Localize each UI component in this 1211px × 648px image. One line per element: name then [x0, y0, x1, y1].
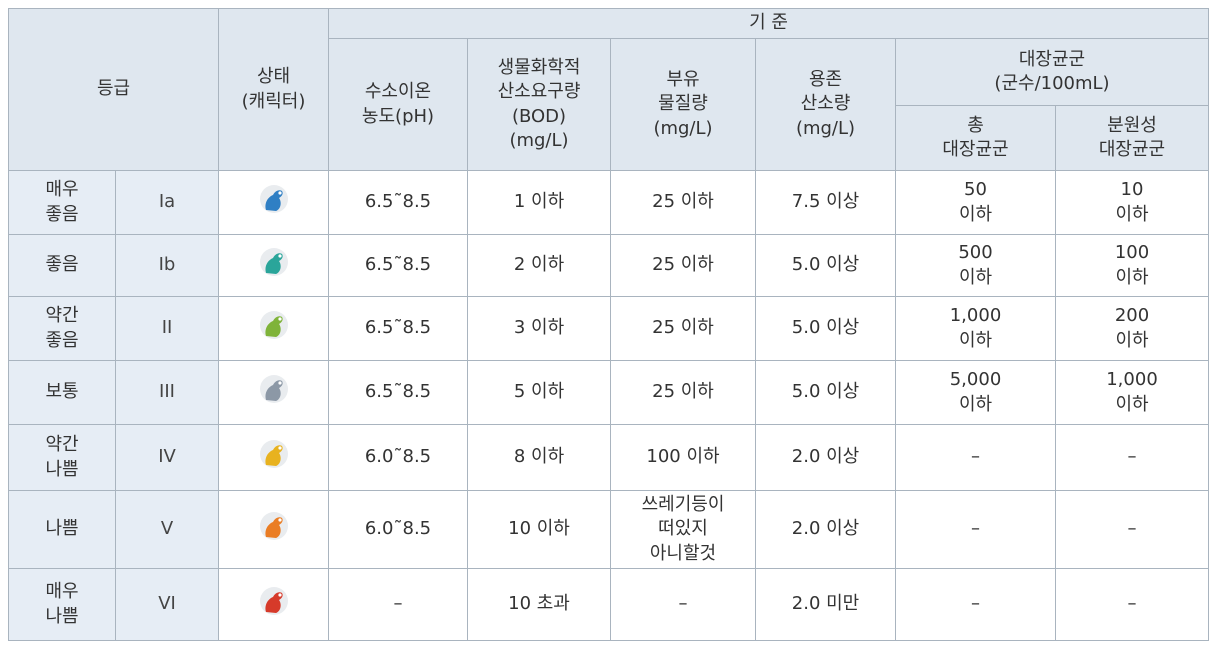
- cell: 5.0 이상: [756, 361, 896, 425]
- character-icon: [258, 438, 290, 470]
- cell: 약간 좋음: [9, 297, 116, 361]
- cell: 10 이하: [1056, 171, 1209, 235]
- cell: –: [329, 569, 468, 641]
- icon-cell: [219, 171, 329, 235]
- character-icon: [258, 246, 290, 278]
- cell: –: [1056, 569, 1209, 641]
- cell: 10 초과: [468, 569, 611, 641]
- cell: 100 이하: [611, 425, 756, 491]
- cell: 200 이하: [1056, 297, 1209, 361]
- cell: –: [611, 569, 756, 641]
- table-body: 등급 상태 (캐릭터) 기 준 수소이온 농도(pH) 생물화학적 산소요구량 …: [9, 9, 1209, 641]
- header-row: 등급 상태 (캐릭터) 기 준: [9, 9, 1209, 39]
- page: 등급 상태 (캐릭터) 기 준 수소이온 농도(pH) 생물화학적 산소요구량 …: [0, 0, 1211, 648]
- cell: –: [896, 569, 1056, 641]
- icon-eye: [278, 381, 281, 384]
- cell: 보통: [9, 361, 116, 425]
- header-cell: 상태 (캐릭터): [219, 9, 329, 171]
- character-icon: [258, 373, 290, 405]
- cell: IV: [116, 425, 219, 491]
- cell: –: [1056, 425, 1209, 491]
- cell: 7.5 이상: [756, 171, 896, 235]
- cell: –: [1056, 491, 1209, 569]
- cell: 6.5˜8.5: [329, 171, 468, 235]
- header-cell: 총 대장균군: [896, 106, 1056, 171]
- cell: 쓰레기등이 떠있지 아니할것: [611, 491, 756, 569]
- icon-eye: [278, 518, 281, 521]
- header-cell: 생물화학적 산소요구량 (BOD) (mg/L): [468, 39, 611, 171]
- cell: 6.5˜8.5: [329, 235, 468, 297]
- cell: 5.0 이상: [756, 297, 896, 361]
- icon-cell: [219, 491, 329, 569]
- cell: 25 이하: [611, 361, 756, 425]
- cell: 매우 나쁨: [9, 569, 116, 641]
- cell: 2.0 이상: [756, 425, 896, 491]
- cell: II: [116, 297, 219, 361]
- icon-cell: [219, 297, 329, 361]
- cell: 6.5˜8.5: [329, 297, 468, 361]
- cell: 25 이하: [611, 235, 756, 297]
- cell: 5.0 이상: [756, 235, 896, 297]
- cell: 25 이하: [611, 171, 756, 235]
- cell: 6.0˜8.5: [329, 425, 468, 491]
- character-icon: [258, 585, 290, 617]
- cell: 2.0 미만: [756, 569, 896, 641]
- icon-cell: [219, 569, 329, 641]
- cell: 10 이하: [468, 491, 611, 569]
- header-cell: 대장균군 (군수/100mL): [896, 39, 1209, 106]
- cell: V: [116, 491, 219, 569]
- cell: 25 이하: [611, 297, 756, 361]
- cell: –: [896, 491, 1056, 569]
- cell: 5,000 이하: [896, 361, 1056, 425]
- character-icon: [258, 183, 290, 215]
- character-icon: [258, 309, 290, 341]
- icon-eye: [278, 191, 281, 194]
- cell: 좋음: [9, 235, 116, 297]
- icon-cell: [219, 235, 329, 297]
- cell: Ia: [116, 171, 219, 235]
- cell: 나쁨: [9, 491, 116, 569]
- cell: Ib: [116, 235, 219, 297]
- cell: 6.5˜8.5: [329, 361, 468, 425]
- cell: III: [116, 361, 219, 425]
- cell: VI: [116, 569, 219, 641]
- header-cell: 등급: [9, 9, 219, 171]
- header-cell: 기 준: [329, 9, 1209, 39]
- cell: 500 이하: [896, 235, 1056, 297]
- header-cell: 용존 산소량 (mg/L): [756, 39, 896, 171]
- cell: 3 이하: [468, 297, 611, 361]
- icon-eye: [278, 593, 281, 596]
- character-icon: [258, 510, 290, 542]
- cell: 1,000 이하: [1056, 361, 1209, 425]
- cell: –: [896, 425, 1056, 491]
- cell: 1 이하: [468, 171, 611, 235]
- header-cell: 수소이온 농도(pH): [329, 39, 468, 171]
- header-cell: 부유 물질량 (mg/L): [611, 39, 756, 171]
- cell: 2.0 이상: [756, 491, 896, 569]
- cell: 약간 나쁨: [9, 425, 116, 491]
- icon-eye: [278, 254, 281, 257]
- cell: 8 이하: [468, 425, 611, 491]
- cell: 50 이하: [896, 171, 1056, 235]
- icon-eye: [278, 446, 281, 449]
- cell: 1,000 이하: [896, 297, 1056, 361]
- icon-cell: [219, 425, 329, 491]
- cell: 5 이하: [468, 361, 611, 425]
- icon-eye: [278, 317, 281, 320]
- header-cell: 분원성 대장균군: [1056, 106, 1209, 171]
- icon-cell: [219, 361, 329, 425]
- cell: 2 이하: [468, 235, 611, 297]
- cell: 100 이하: [1056, 235, 1209, 297]
- cell: 6.0˜8.5: [329, 491, 468, 569]
- grade-table: 등급 상태 (캐릭터) 기 준 수소이온 농도(pH) 생물화학적 산소요구량 …: [8, 8, 1209, 641]
- cell: 매우 좋음: [9, 171, 116, 235]
